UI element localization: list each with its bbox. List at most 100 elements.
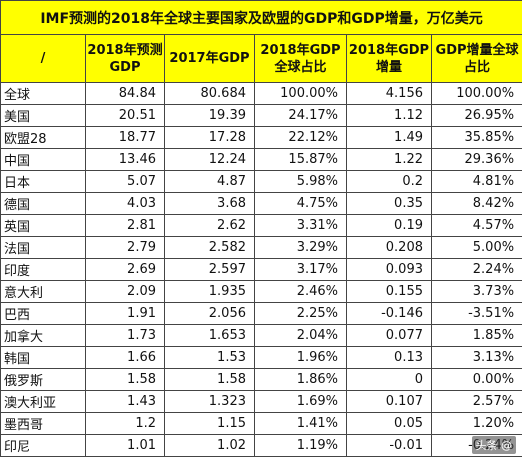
cell-increment-share: 8.42% bbox=[432, 193, 522, 215]
cell-increment-share: 26.95% bbox=[432, 105, 522, 127]
cell-gdp-2017: 12.24 bbox=[165, 149, 255, 171]
cell-gdp-2017: 3.68 bbox=[165, 193, 255, 215]
cell-increment-share: 3.13% bbox=[432, 347, 522, 369]
cell-increment: 0.107 bbox=[347, 391, 432, 413]
cell-gdp-2017: 2.597 bbox=[165, 259, 255, 281]
cell-gdp-2017: 1.653 bbox=[165, 325, 255, 347]
cell-global-share: 2.46% bbox=[255, 281, 347, 303]
cell-gdp-2018: 18.77 bbox=[86, 127, 165, 149]
cell-gdp-2018: 2.79 bbox=[86, 237, 165, 259]
cell-increment: 0.35 bbox=[347, 193, 432, 215]
cell-global-share: 1.19% bbox=[255, 435, 347, 457]
cell-region-name: 中国 bbox=[1, 149, 86, 171]
cell-region-name: 墨西哥 bbox=[1, 413, 86, 435]
cell-increment: 0.2 bbox=[347, 171, 432, 193]
cell-gdp-2018: 2.09 bbox=[86, 281, 165, 303]
cell-region-name: 韩国 bbox=[1, 347, 86, 369]
cell-global-share: 3.31% bbox=[255, 215, 347, 237]
cell-gdp-2018: 13.46 bbox=[86, 149, 165, 171]
cell-region-name: 欧盟28 bbox=[1, 127, 86, 149]
header-global-share-line2: 全球占比 bbox=[274, 60, 326, 75]
cell-gdp-2017: 80.684 bbox=[165, 83, 255, 105]
cell-gdp-2017: 1.53 bbox=[165, 347, 255, 369]
cell-global-share: 2.25% bbox=[255, 303, 347, 325]
cell-region-name: 全球 bbox=[1, 83, 86, 105]
cell-global-share: 2.04% bbox=[255, 325, 347, 347]
cell-gdp-2018: 1.01 bbox=[86, 435, 165, 457]
cell-increment: 0.093 bbox=[347, 259, 432, 281]
cell-increment-share: 0.00% bbox=[432, 369, 522, 391]
cell-gdp-2018: 1.91 bbox=[86, 303, 165, 325]
cell-region-name: 俄罗斯 bbox=[1, 369, 86, 391]
cell-gdp-2017: 1.02 bbox=[165, 435, 255, 457]
cell-increment-share: 5.00% bbox=[432, 237, 522, 259]
cell-increment: 0.05 bbox=[347, 413, 432, 435]
cell-gdp-2017: 2.62 bbox=[165, 215, 255, 237]
cell-increment: 0.19 bbox=[347, 215, 432, 237]
header-region: / bbox=[1, 35, 86, 83]
cell-increment-share: 1.20% bbox=[432, 413, 522, 435]
cell-global-share: 15.87% bbox=[255, 149, 347, 171]
cell-gdp-2018: 84.84 bbox=[86, 83, 165, 105]
cell-global-share: 3.17% bbox=[255, 259, 347, 281]
cell-region-name: 日本 bbox=[1, 171, 86, 193]
cell-increment: 4.156 bbox=[347, 83, 432, 105]
cell-gdp-2017: 4.87 bbox=[165, 171, 255, 193]
cell-increment: 0.077 bbox=[347, 325, 432, 347]
table-row: 印尼1.011.021.19%-0.01-0.24% bbox=[1, 435, 522, 457]
cell-gdp-2017: 1.15 bbox=[165, 413, 255, 435]
cell-gdp-2017: 1.935 bbox=[165, 281, 255, 303]
cell-region-name: 巴西 bbox=[1, 303, 86, 325]
header-increment-share-line1: GDP增量全球 bbox=[436, 43, 519, 58]
cell-region-name: 法国 bbox=[1, 237, 86, 259]
cell-global-share: 22.12% bbox=[255, 127, 347, 149]
cell-gdp-2017: 19.39 bbox=[165, 105, 255, 127]
cell-gdp-2018: 2.81 bbox=[86, 215, 165, 237]
cell-region-name: 印尼 bbox=[1, 435, 86, 457]
cell-gdp-2017: 2.582 bbox=[165, 237, 255, 259]
cell-gdp-2017: 17.28 bbox=[165, 127, 255, 149]
cell-global-share: 1.41% bbox=[255, 413, 347, 435]
cell-region-name: 意大利 bbox=[1, 281, 86, 303]
cell-increment: 1.49 bbox=[347, 127, 432, 149]
cell-increment: 1.22 bbox=[347, 149, 432, 171]
header-gdp-2018-line2: GDP bbox=[110, 60, 141, 75]
header-increment-share: GDP增量全球占比 bbox=[432, 35, 522, 83]
cell-increment: -0.146 bbox=[347, 303, 432, 325]
table-title: IMF预测的2018年全球主要国家及欧盟的GDP和GDP增量，万亿美元 bbox=[1, 1, 522, 35]
cell-increment-share: 100.00% bbox=[432, 83, 522, 105]
cell-increment: 0.208 bbox=[347, 237, 432, 259]
cell-increment-share: -3.51% bbox=[432, 303, 522, 325]
cell-global-share: 1.69% bbox=[255, 391, 347, 413]
cell-increment: 1.12 bbox=[347, 105, 432, 127]
cell-gdp-2018: 1.73 bbox=[86, 325, 165, 347]
cell-increment-share: 4.81% bbox=[432, 171, 522, 193]
header-increment-line1: 2018年GDP bbox=[349, 43, 429, 58]
cell-gdp-2018: 5.07 bbox=[86, 171, 165, 193]
cell-global-share: 24.17% bbox=[255, 105, 347, 127]
header-increment-share-line2: 占比 bbox=[464, 60, 490, 75]
header-global-share-line1: 2018年GDP bbox=[260, 43, 340, 58]
cell-region-name: 澳大利亚 bbox=[1, 391, 86, 413]
cell-region-name: 英国 bbox=[1, 215, 86, 237]
cell-global-share: 100.00% bbox=[255, 83, 347, 105]
cell-gdp-2017: 1.323 bbox=[165, 391, 255, 413]
cell-increment-share: 35.85% bbox=[432, 127, 522, 149]
cell-increment-share: 2.24% bbox=[432, 259, 522, 281]
cell-global-share: 1.86% bbox=[255, 369, 347, 391]
cell-increment-share: 29.36% bbox=[432, 149, 522, 171]
cell-global-share: 5.98% bbox=[255, 171, 347, 193]
cell-gdp-2018: 4.03 bbox=[86, 193, 165, 215]
cell-global-share: 4.75% bbox=[255, 193, 347, 215]
